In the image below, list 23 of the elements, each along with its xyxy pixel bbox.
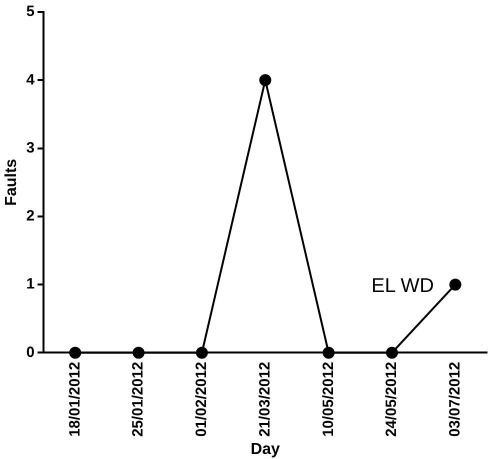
y-tick-label: 3: [26, 139, 35, 156]
point: [386, 346, 398, 359]
x-tick-label: 25/01/2012: [130, 362, 147, 437]
x-axis-title: Day: [250, 440, 280, 458]
x-tick-label: 03/07/2012: [446, 362, 464, 437]
point: [196, 346, 208, 359]
x-tick-label: 18/01/2012: [66, 362, 84, 437]
point: [322, 346, 335, 359]
x-tick-label: 24/05/2012: [383, 362, 400, 437]
point: [259, 74, 272, 86]
x-tick-label: 21/03/2012: [256, 362, 274, 437]
x-tick-label: 10/05/2012: [320, 362, 337, 437]
y-tick-label: 0: [26, 344, 35, 361]
y-tick-label: 2: [26, 208, 35, 225]
y-tick-label: 4: [26, 71, 36, 88]
point: [449, 278, 462, 291]
x-tick-label: 01/02/2012: [193, 362, 210, 437]
y-tick-label: 5: [26, 3, 35, 20]
point: [132, 346, 145, 359]
annotation: EL WD: [371, 275, 434, 298]
y-axis-title: Faults: [3, 158, 20, 206]
y-tick-label: 1: [26, 276, 35, 293]
point: [69, 346, 82, 359]
